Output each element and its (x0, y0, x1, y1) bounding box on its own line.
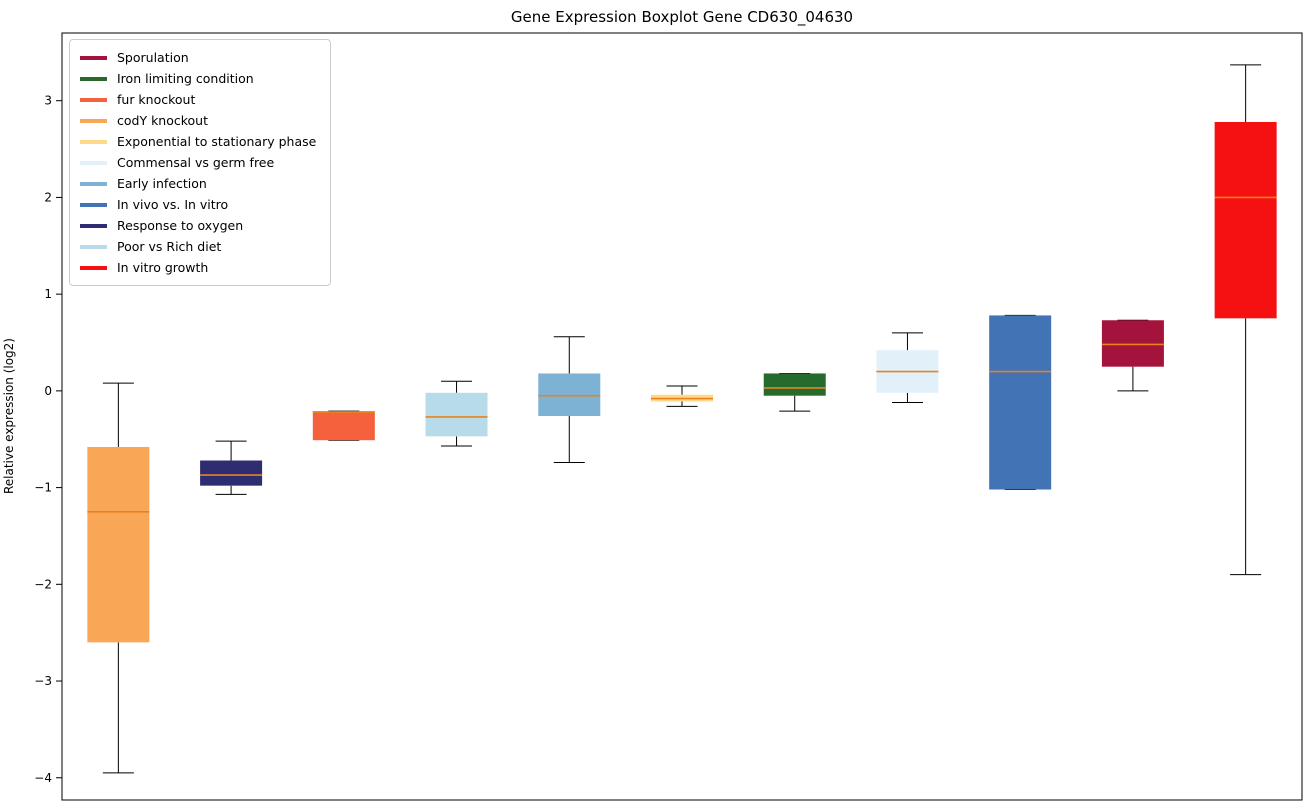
legend-color-swatch-icon (80, 118, 107, 123)
iqr-box (538, 373, 601, 417)
legend-item: Commensal vs germ free (80, 152, 316, 173)
box-iron-limiting-condition (763, 372, 826, 412)
iqr-box (989, 315, 1052, 490)
legend-color-swatch-icon (80, 55, 107, 60)
y-tick-label: 3 (44, 94, 52, 108)
iqr-box (763, 373, 826, 396)
legend-item-label: In vivo vs. In vitro (117, 197, 229, 212)
iqr-box (425, 392, 488, 437)
y-tick-label: −1 (34, 481, 52, 495)
legend-item-label: Response to oxygen (117, 218, 244, 233)
plot-frame (61, 32, 1303, 801)
legend-item-label: codY knockout (117, 113, 209, 128)
box-in-vitro-growth (1214, 64, 1277, 576)
legend-item: Sporulation (80, 47, 316, 68)
y-tick-label: 2 (44, 190, 52, 204)
legend-item-label: Poor vs Rich diet (117, 239, 222, 254)
legend-item: fur knockout (80, 89, 316, 110)
box-fur-knockout (312, 410, 375, 441)
iqr-box (200, 460, 263, 486)
y-tick-label: −3 (34, 674, 52, 688)
legend-item: codY knockout (80, 110, 316, 131)
legend-item: In vitro growth (80, 257, 316, 278)
iqr-box (312, 411, 375, 441)
box-response-to-oxygen (200, 440, 263, 495)
legend-color-swatch-icon (80, 202, 107, 207)
legend-color-swatch-icon (80, 265, 107, 270)
legend-item-label: Sporulation (117, 50, 189, 65)
y-tick-label: −2 (34, 577, 52, 591)
box-in-vivo-vs-in-vitro (989, 314, 1052, 491)
iqr-box (87, 446, 150, 643)
legend-color-swatch-icon (80, 139, 107, 144)
box-commensal-vs-germ-free (876, 332, 939, 403)
legend-item: Response to oxygen (80, 215, 316, 236)
box-poor-vs-rich-diet (425, 380, 488, 447)
legend-color-swatch-icon (80, 160, 107, 165)
box-sporulation (1101, 319, 1164, 392)
y-tick-label: 0 (44, 384, 52, 398)
box-cody-knockout (87, 382, 150, 774)
legend-item: Iron limiting condition (80, 68, 316, 89)
legend-color-swatch-icon (80, 76, 107, 81)
y-tick-label: −4 (34, 771, 52, 785)
legend-item-label: Early infection (117, 176, 207, 191)
legend-item-label: In vitro growth (117, 260, 209, 275)
box-exponential-to-stationary-phase (651, 385, 713, 407)
chart-title: Gene Expression Boxplot Gene CD630_04630 (510, 8, 854, 26)
legend-item-label: Iron limiting condition (117, 71, 254, 86)
legend-item-label: fur knockout (117, 92, 196, 107)
legend-item: Poor vs Rich diet (80, 236, 316, 257)
legend-color-swatch-icon (80, 223, 107, 228)
legend-item: In vivo vs. In vitro (80, 194, 316, 215)
legend-item-label: Exponential to stationary phase (117, 134, 317, 149)
legend-item: Exponential to stationary phase (80, 131, 316, 152)
iqr-box (1101, 320, 1164, 367)
legend: Sporulation Iron limiting condition fur kn… (69, 39, 332, 286)
box-early-infection (538, 336, 601, 463)
legend-color-swatch-icon (80, 244, 107, 249)
y-tick-label: 1 (44, 287, 52, 301)
iqr-box (1214, 121, 1277, 319)
legend-color-swatch-icon (80, 181, 107, 186)
legend-item-label: Commensal vs germ free (117, 155, 275, 170)
legend-color-swatch-icon (80, 97, 107, 102)
legend-item: Early infection (80, 173, 316, 194)
